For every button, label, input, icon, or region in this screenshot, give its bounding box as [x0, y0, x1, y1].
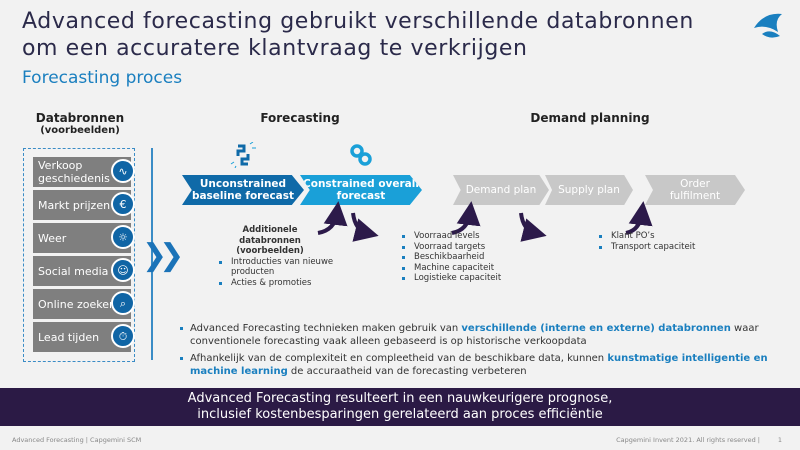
- link-icon: [350, 144, 372, 166]
- step-supply-plan: Supply plan: [545, 175, 633, 205]
- list-item: Introducties van nieuwe producten: [215, 257, 365, 278]
- additional-subtitle: (voorbeelden): [236, 246, 304, 256]
- additional-sources: Additionele databronnen (voorbeelden) In…: [215, 225, 365, 288]
- step-order-fulfilment: Order fulfilment: [645, 175, 745, 205]
- data-sources-box: [23, 148, 135, 362]
- bullet-text: de accuraatheid van de forecasting verbe…: [287, 366, 527, 377]
- banner-line: Advanced Forecasting resulteert in een n…: [187, 391, 613, 406]
- arrow-down-icon: [351, 212, 379, 242]
- arrow-up-icon: [625, 201, 653, 235]
- list-item: Beschikbaarheid: [398, 252, 501, 263]
- additional-title: Additionele databronnen: [239, 225, 301, 246]
- bullet-text: waar conventionele forecasting vaak alle…: [190, 323, 759, 347]
- step-constrained: Constrained overall forecast: [300, 175, 422, 205]
- list-item: Machine capaciteit: [398, 263, 501, 274]
- header-text: Databronnen: [35, 111, 125, 125]
- source-label: Lead tijden: [38, 330, 100, 344]
- conclusion-banner: Advanced Forecasting resulteert in een n…: [0, 388, 800, 426]
- source-social: Social media ☺: [33, 256, 135, 286]
- list-item: Acties & promoties: [215, 278, 365, 289]
- bullet: Afhankelijk van de complexiteit en compl…: [180, 352, 780, 378]
- broken-link-icon: [230, 142, 256, 168]
- page-title: Advanced forecasting gebruikt verschille…: [22, 9, 694, 61]
- bullet-highlight: verschillende (interne en externe) datab…: [461, 323, 731, 334]
- source-label: Markt prijzen: [38, 198, 111, 212]
- chart-curve-icon: ∿: [111, 159, 135, 183]
- stopwatch-icon: ⏱: [111, 324, 135, 348]
- key-bullets: Advanced Forecasting technieken maken ge…: [180, 322, 780, 382]
- bullet-text: Advanced Forecasting technieken maken ge…: [190, 323, 462, 334]
- source-label: Verkoop geschiedenis: [38, 159, 110, 185]
- logo-icon: [754, 13, 782, 38]
- footer-left: Advanced Forecasting | Capgemini SCM: [12, 436, 142, 444]
- subtitle: Forecasting proces: [22, 68, 183, 88]
- people-network-icon: ☺: [111, 258, 135, 282]
- page-number: 1: [777, 436, 782, 444]
- divider-line: [151, 148, 153, 360]
- euro-pie-icon: €: [111, 192, 135, 216]
- arrow-up-icon: [451, 201, 481, 235]
- source-markt: Markt prijzen €: [33, 190, 135, 220]
- forecasting-header: Forecasting: [260, 111, 340, 125]
- step-unconstrained: Unconstrained baseline forecast: [182, 175, 304, 205]
- supply-inputs-list: Klant PO’s Transport capaciteit: [595, 231, 695, 252]
- list-item: Klant PO’s: [595, 231, 695, 242]
- databronnen-header: Databronnen (voorbeelden): [20, 111, 140, 136]
- weather-icon: ☼: [111, 225, 135, 249]
- step-demand-plan: Demand plan: [453, 175, 549, 205]
- bullet-text: Afhankelijk van de complexiteit en compl…: [190, 353, 608, 364]
- list-item: Voorraad targets: [398, 242, 501, 253]
- bullet: Advanced Forecasting technieken maken ge…: [180, 322, 780, 348]
- demand-planning-header: Demand planning: [530, 111, 650, 125]
- list-item: Transport capaciteit: [595, 242, 695, 253]
- list-item: Logistieke capaciteit: [398, 273, 501, 284]
- source-lead: Lead tijden ⏱: [33, 322, 135, 352]
- source-label: Online zoeken: [38, 297, 116, 311]
- list-item: Voorraad levels: [398, 231, 501, 242]
- header-sub: (voorbeelden): [40, 125, 120, 136]
- footer-right: Capgemini Invent 2021. All rights reserv…: [616, 436, 760, 444]
- source-online: Online zoeken ⌕: [33, 289, 135, 319]
- banner-line: inclusief kostenbesparingen gerelateerd …: [197, 407, 603, 422]
- source-label: Social media: [38, 264, 109, 278]
- arrow-up-icon: [317, 201, 348, 235]
- source-weer: Weer ☼: [33, 223, 135, 253]
- search-laptop-icon: ⌕: [111, 291, 135, 315]
- source-label: Weer: [38, 231, 67, 245]
- arrow-down-icon: [519, 212, 547, 242]
- bullet-highlight: kunstmatige intelligentie en machine lea…: [190, 353, 768, 377]
- source-verkoop: Verkoop geschiedenis ∿: [33, 157, 135, 187]
- constraints-list: Voorraad levels Voorraad targets Beschik…: [398, 231, 501, 284]
